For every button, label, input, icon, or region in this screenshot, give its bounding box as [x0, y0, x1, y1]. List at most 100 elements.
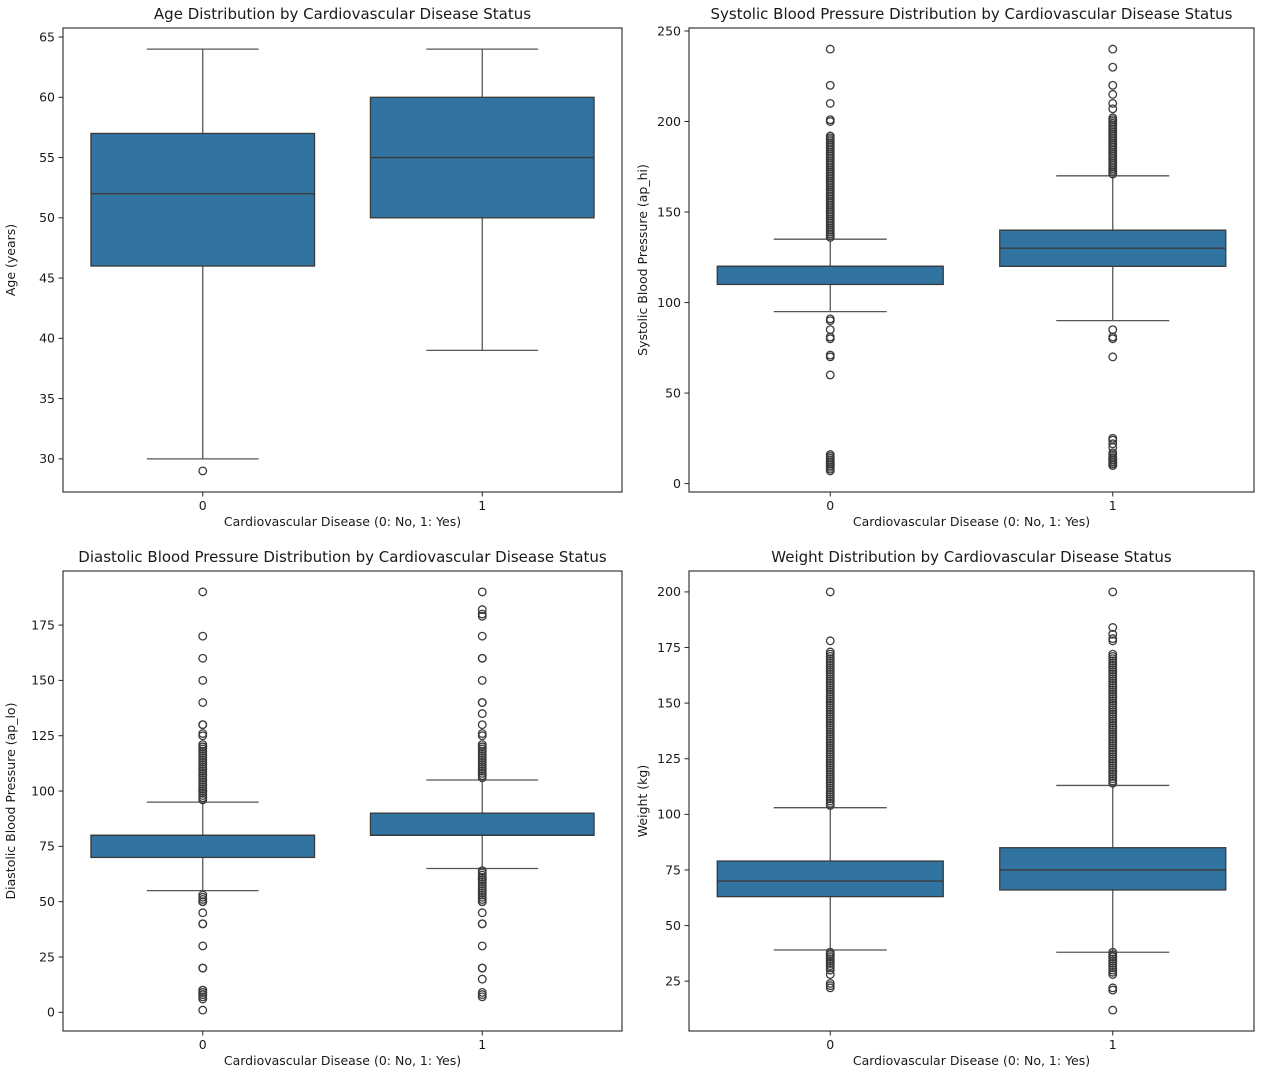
y-tick-label: 25 — [39, 949, 55, 964]
y-tick-label: 150 — [657, 204, 681, 219]
outlier-point — [477, 897, 487, 907]
x-tick-label: 1 — [1109, 1037, 1117, 1052]
outlier-point — [477, 773, 487, 783]
y-tick-label: 0 — [673, 476, 681, 491]
axes-frame — [688, 570, 1255, 1032]
outlier-point — [198, 675, 208, 685]
chart-title: Age Distribution by Cardiovascular Disea… — [154, 5, 531, 23]
outlier-point — [825, 983, 835, 993]
y-tick-label: 150 — [657, 695, 681, 710]
outlier-point — [1108, 334, 1118, 344]
chart-title: Systolic Blood Pressure Distribution by … — [711, 5, 1233, 23]
outlier-point — [198, 720, 208, 730]
outlier-point — [477, 653, 487, 663]
iqr-box — [90, 834, 316, 859]
subplot-systolic-bp-distribution: Systolic Blood Pressure Distribution by … — [635, 5, 1255, 529]
outlier-point — [1108, 587, 1118, 597]
outliers-group — [825, 44, 835, 476]
y-tick-label: 55 — [39, 150, 55, 165]
outlier-point — [198, 994, 208, 1004]
outlier-point — [1108, 325, 1118, 335]
outlier-point — [198, 919, 208, 929]
y-tick-label: 65 — [39, 29, 55, 44]
x-tick-label: 0 — [826, 498, 834, 513]
outlier-point — [477, 605, 487, 615]
y-tick-label: 125 — [31, 728, 55, 743]
y-tick-label: 60 — [39, 90, 55, 105]
iqr-box — [369, 812, 595, 836]
box-group-category-0 — [716, 587, 944, 993]
y-axis-label: Age (years) — [3, 224, 18, 296]
outlier-point — [825, 98, 835, 108]
y-tick-label: 100 — [657, 807, 681, 822]
outlier-point — [825, 970, 835, 979]
outlier-point — [825, 587, 835, 597]
outlier-point — [198, 731, 208, 741]
outlier-point — [825, 466, 835, 476]
axes-frame — [62, 570, 623, 1032]
y-tick-label: 125 — [657, 751, 681, 766]
y-tick-label: 75 — [665, 862, 681, 877]
outlier-point — [1108, 104, 1118, 114]
outlier-point — [477, 720, 487, 730]
subplot-weight-distribution: Weight Distribution by Cardiovascular Di… — [635, 548, 1255, 1068]
y-tick-label: 200 — [657, 114, 681, 129]
outliers-group — [198, 587, 208, 1015]
outlier-point — [477, 974, 487, 984]
outlier-point — [1108, 439, 1118, 449]
box-group-category-0 — [90, 48, 316, 476]
y-axis: 0 25 50 75 100 125 150 175 — [31, 617, 63, 1020]
y-tick-label: 175 — [31, 617, 55, 632]
y-tick-label: 0 — [47, 1005, 55, 1020]
outlier-point — [1108, 44, 1118, 54]
outliers-group — [198, 466, 208, 476]
y-tick-label: 45 — [39, 270, 55, 285]
box-group-category-0 — [90, 587, 316, 1015]
outlier-point — [477, 709, 487, 719]
axes-frame — [62, 27, 623, 493]
x-axis-label: Cardiovascular Disease (0: No, 1: Yes) — [853, 1053, 1090, 1068]
outlier-point — [198, 908, 208, 918]
outlier-point — [1108, 970, 1118, 979]
outlier-point — [477, 992, 487, 1002]
x-tick-label: 0 — [199, 498, 207, 513]
outlier-point — [1108, 629, 1118, 639]
box-group-category-0 — [716, 44, 944, 476]
y-tick-label: 30 — [39, 451, 55, 466]
axes-frame — [688, 27, 1255, 493]
box-group-category-1 — [369, 48, 595, 352]
outlier-point — [1108, 1005, 1118, 1015]
outlier-point — [477, 731, 487, 741]
box-group-category-1 — [999, 44, 1227, 470]
outlier-point — [198, 466, 208, 476]
y-axis-label: Weight (kg) — [635, 765, 650, 837]
y-tick-label: 25 — [665, 973, 681, 988]
x-axis-label: Cardiovascular Disease (0: No, 1: Yes) — [224, 1053, 461, 1068]
outliers-group — [477, 587, 487, 1002]
outlier-point — [198, 941, 208, 951]
iqr-box — [716, 860, 944, 898]
outlier-point — [198, 795, 208, 805]
outlier-point — [198, 587, 208, 597]
outlier-point — [477, 941, 487, 951]
iqr-box — [90, 132, 316, 267]
iqr-box — [716, 265, 944, 286]
outlier-point — [1108, 98, 1118, 108]
y-tick-label: 50 — [665, 385, 681, 400]
subplot-age-distribution: Age Distribution by Cardiovascular Disea… — [3, 5, 623, 529]
outlier-point — [1108, 80, 1118, 90]
outlier-point — [1108, 352, 1118, 362]
outlier-point — [825, 334, 835, 344]
outlier-point — [477, 963, 487, 973]
y-tick-label: 100 — [31, 783, 55, 798]
y-tick-label: 175 — [657, 640, 681, 655]
y-tick-label: 75 — [39, 839, 55, 854]
y-axis: 30 35 40 45 50 55 60 65 — [39, 29, 63, 466]
outlier-point — [825, 80, 835, 90]
outlier-point — [825, 636, 835, 646]
outlier-point — [825, 965, 835, 975]
box-group-category-1 — [369, 587, 595, 1002]
outlier-point — [825, 44, 835, 54]
